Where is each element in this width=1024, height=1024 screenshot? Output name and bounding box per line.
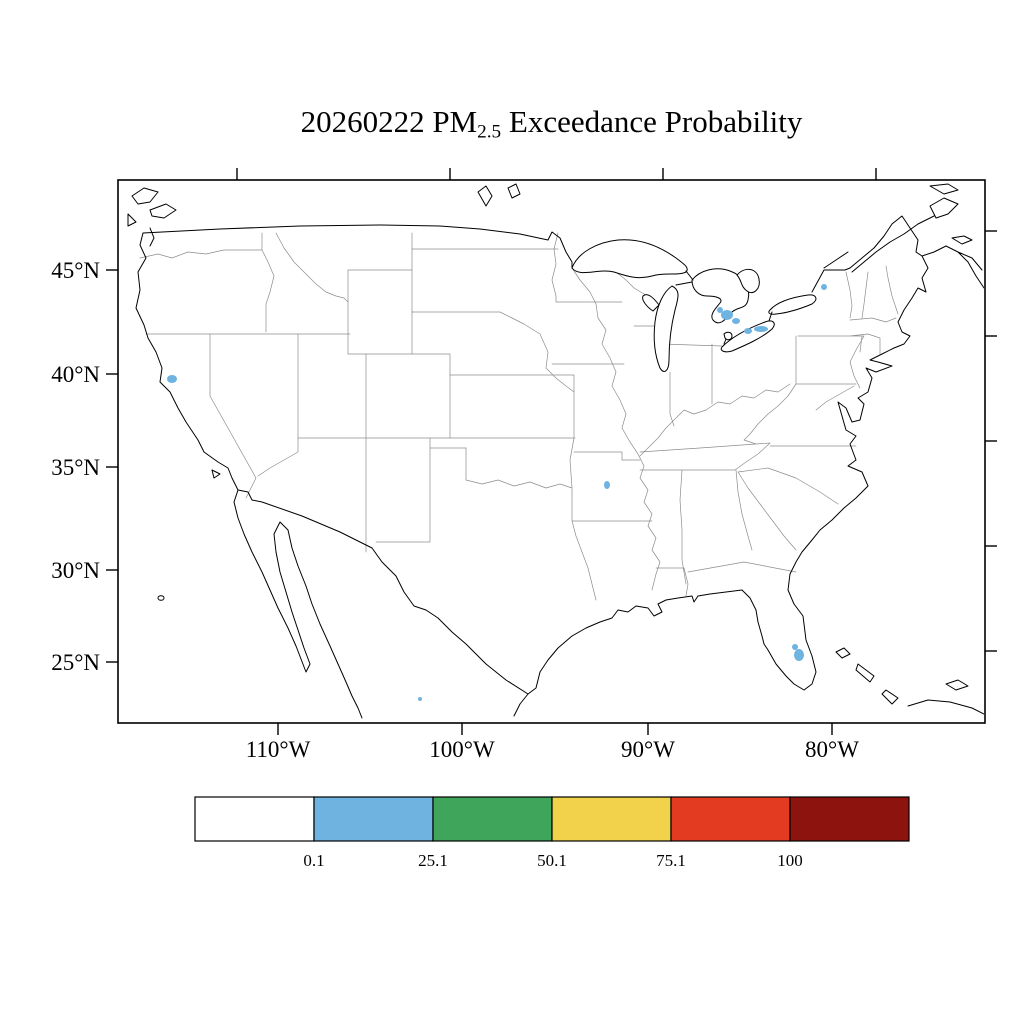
plot-title: 20260222 PM2.5 Exceedance Probability [118,104,985,143]
colorbar-cell [432,796,553,842]
colorbar: 0.1 25.1 50.1 75.1 100 [194,796,910,870]
title-subscript: 2.5 [477,121,502,143]
great-lakes [571,239,817,372]
x-axis-label: 110°W [246,737,311,762]
exceedance-patch-northern-mexico [418,697,422,701]
colorbar-cell [194,796,315,842]
exceedance-patch-south-florida-b [792,644,798,650]
colorbar-tick-label: 25.1 [418,851,448,870]
colorbar-cell [789,796,910,842]
y-axis-label: 35°N [51,455,100,480]
exceedance-patch-michigan-thumb-a [721,310,733,320]
colorbar-cell [551,796,672,842]
exceedance-patch-northern-new-york [821,284,827,290]
y-axis-label: 40°N [51,362,100,387]
colorbar-tick-label: 75.1 [656,851,686,870]
colorbar-tick-label: 100 [777,851,803,870]
exceedance-patch-michigan-thumb-c [717,307,723,313]
axis-ticks [106,168,997,735]
exceedance-patch-eastern-arkansas [604,481,610,489]
x-axis-label: 80°W [805,737,859,762]
y-axis-label: 25°N [51,650,100,675]
exceedance-patch-lake-ontario-shore [754,326,768,332]
exceedance-patch-northern-california [167,375,177,383]
colorbar-cell [313,796,434,842]
exceedance-patch-south-florida-a [794,649,804,661]
lake-connectors [675,270,773,345]
coastline-outline [127,183,984,719]
y-axis-label: 45°N [51,258,100,283]
x-axis-label: 90°W [621,737,675,762]
y-axis-label: 30°N [51,558,100,583]
map-frame [117,179,986,724]
axis-labels: 45°N 40°N 35°N 30°N 25°N 110°W 100°W 90°W 80°W [51,258,859,762]
exceedance-patch-michigan-thumb-b [732,318,740,324]
exceedance-patches [167,284,827,701]
exceedance-patch-lake-erie-shore [744,328,752,334]
colorbar-cell [670,796,791,842]
state-borders [139,232,899,601]
title-suffix: Exceedance Probability [501,104,803,139]
colorbar-tick-label: 0.1 [303,851,324,870]
title-prefix: 20260222 PM [300,104,478,139]
x-axis-label: 100°W [429,737,495,762]
colorbar-tick-label: 50.1 [537,851,567,870]
